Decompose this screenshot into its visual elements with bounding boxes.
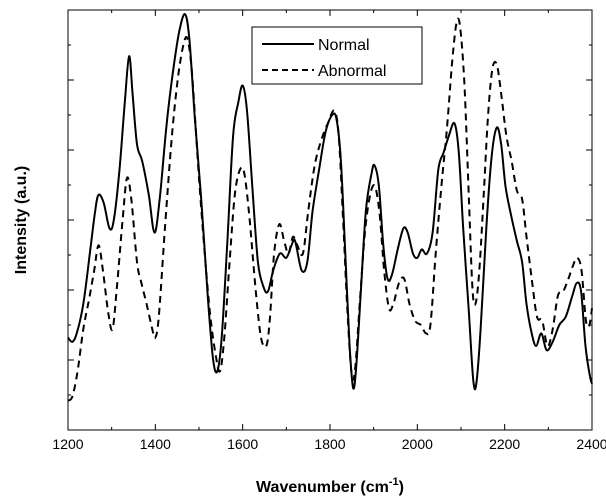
x-axis-title-main: Wavenumber (cm: [256, 479, 389, 496]
x-tick-label: 2000: [402, 436, 433, 452]
x-tick-label: 1800: [314, 436, 345, 452]
series-line-normal: [67, 13, 593, 391]
y-axis-title: Intensity (a.u.): [13, 166, 30, 274]
series-line-abnormal: [67, 17, 593, 402]
x-axis-title: Wavenumber (cm-1): [256, 476, 404, 496]
axis-ticks: 1200 1400 1600 1800 2000 2200 2400: [52, 9, 606, 452]
legend-box: [251, 26, 423, 85]
legend-label-normal: Normal: [318, 37, 370, 54]
x-axis-title-close: ): [399, 479, 404, 496]
legend-label-abnormal: Abnormal: [318, 63, 386, 80]
x-tick-label: 2400: [576, 436, 606, 452]
x-tick-label: 1400: [140, 436, 171, 452]
series-lines: [67, 13, 593, 402]
x-tick-label: 2200: [489, 436, 520, 452]
x-tick-label: 1600: [227, 436, 258, 452]
legend: Normal Abnormal: [251, 26, 423, 85]
x-tick-label: 1200: [52, 436, 83, 452]
x-axis-title-superscript: -1: [389, 476, 399, 488]
